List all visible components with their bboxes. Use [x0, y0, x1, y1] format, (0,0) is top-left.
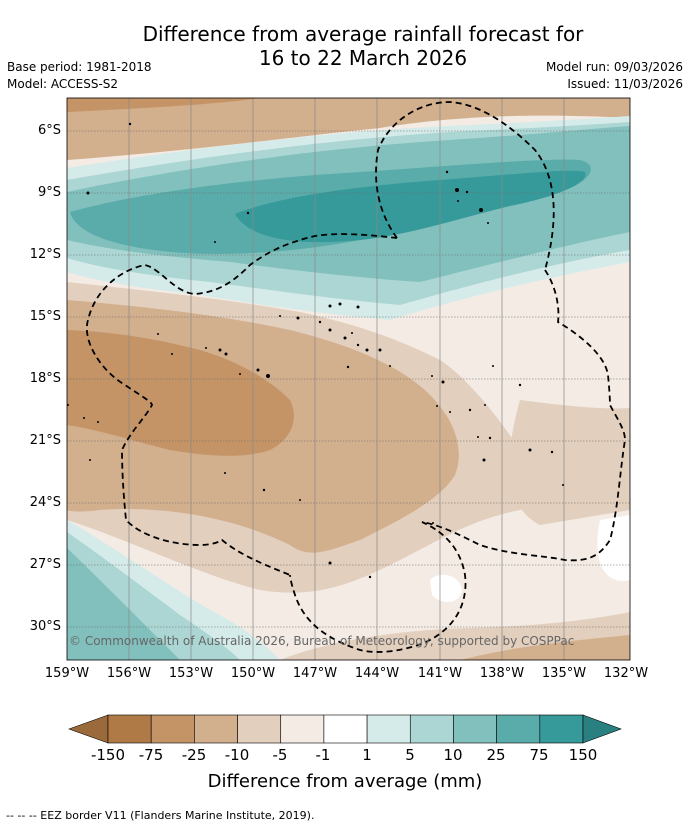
colorbar [68, 714, 622, 744]
lon-label-141w: 141°W [417, 666, 463, 681]
colorbar-label: 75 [529, 746, 549, 764]
contour-dry-right [509, 400, 630, 525]
colorbar-arrow-left [68, 714, 109, 744]
lon-label-135w: 135°W [541, 666, 587, 681]
chart-title: Difference from average rainfall forecas… [0, 22, 690, 70]
lat-gridlines [67, 130, 630, 628]
lon-label-159w: 159°W [44, 666, 90, 681]
colorbar-label: -150 [90, 746, 126, 764]
eez-cook-islands [86, 233, 398, 576]
meta-left: Base period: 1981-2018 Model: ACCESS-S2 [7, 59, 152, 93]
lat-label-27s: 27°S [29, 557, 61, 572]
title-line-2: 16 to 22 March 2026 [258, 46, 468, 70]
colorbar-box [194, 714, 238, 744]
lon-label-150w: 150°W [230, 666, 276, 681]
colorbar-box [496, 714, 541, 744]
colorbar-box [453, 714, 497, 744]
lon-label-144w: 144°W [354, 666, 400, 681]
colorbar-label: 5 [405, 746, 415, 764]
colorbar-label: 25 [486, 746, 506, 764]
colorbar-title: Difference from average (mm) [207, 771, 483, 792]
colorbar-box [237, 714, 282, 744]
copyright-notice: © Commonwealth of Australia 2026, Bureau… [69, 634, 575, 648]
contour-wet-5 [235, 170, 586, 243]
colorbar-label: 10 [443, 746, 463, 764]
colorbar-arrow-right [582, 714, 622, 744]
lat-label-30s: 30°S [29, 619, 61, 634]
colorbar-box [409, 714, 454, 744]
colorbar-label: -5 [272, 746, 288, 764]
model-name: Model: ACCESS-S2 [7, 77, 119, 91]
issued-date: Issued: 11/03/2026 [567, 77, 683, 91]
lon-label-138w: 138°W [479, 666, 525, 681]
contour-white-center [430, 574, 462, 602]
lat-label-15s: 15°S [29, 309, 61, 324]
lat-label-18s: 18°S [29, 371, 61, 386]
rainfall-contours [67, 98, 630, 660]
eez-footnote: -- -- -- EEZ border V11 (Flanders Marine… [6, 809, 315, 822]
map-frame [66, 97, 631, 661]
lat-label-6s: 6°S [37, 123, 61, 138]
lon-label-132w: 132°W [603, 666, 649, 681]
colorbar-box [280, 714, 325, 744]
colorbar-box [323, 714, 368, 744]
eez-kiribati [375, 101, 555, 271]
lon-label-147w: 147°W [292, 666, 338, 681]
eez-borders [86, 101, 626, 653]
colorbar-box [366, 714, 411, 744]
contour-white-right [597, 515, 630, 581]
colorbar-label: 1 [362, 746, 372, 764]
lon-label-156w: 156°W [106, 666, 152, 681]
islands [67, 122, 564, 579]
model-run: Model run: 09/03/2026 [545, 60, 683, 74]
eez-french-polynesia [289, 269, 626, 653]
lat-label-9s: 9°S [37, 185, 61, 200]
meta-right: Model run: 09/03/2026 Issued: 11/03/2026 [546, 59, 683, 93]
base-period: Base period: 1981-2018 [7, 60, 152, 74]
colorbar-label: -1 [315, 746, 331, 764]
lat-label-24s: 24°S [29, 495, 61, 510]
colorbar-box [150, 714, 195, 744]
contour-dry-center-3 [67, 330, 294, 456]
colorbar-label: -25 [181, 746, 207, 764]
colorbar-box [107, 714, 152, 744]
title-line-1: Difference from average rainfall forecas… [142, 22, 584, 46]
lon-label-153w: 153°W [168, 666, 214, 681]
contour-dry-bottom-2 [460, 635, 630, 660]
lat-label-12s: 12°S [29, 247, 61, 262]
lat-label-21s: 21°S [29, 433, 61, 448]
contour-wet-bottom-3 [67, 548, 180, 660]
colorbar-label: 150 [568, 746, 598, 764]
colorbar-label: -10 [224, 746, 250, 764]
colorbar-box [539, 714, 584, 744]
colorbar-label: -75 [138, 746, 164, 764]
colorbar-boxes [107, 714, 584, 744]
contour-dry-top-strong [67, 98, 260, 112]
